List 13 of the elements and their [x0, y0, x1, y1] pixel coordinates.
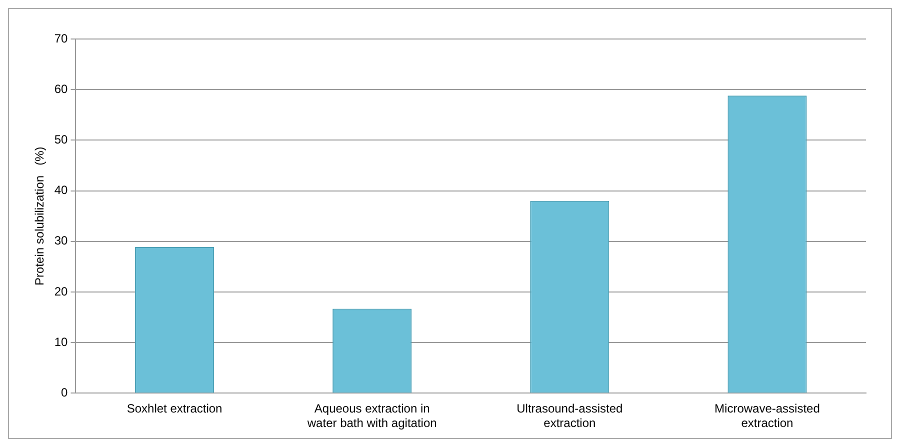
- x-tick-label: Ultrasound-assisted extraction: [516, 402, 623, 430]
- y-tick-label: 30: [54, 234, 68, 248]
- y-tick-label: 20: [54, 284, 68, 298]
- y-tick-label: 70: [54, 31, 68, 46]
- y-axis-title: Protein solubilization (%): [32, 146, 47, 286]
- x-tick-label: Aqueous extraction in water bath with agitation: [306, 402, 437, 430]
- x-tick-label: Soxhlet extraction: [126, 402, 222, 416]
- y-tick-label: 60: [54, 82, 68, 96]
- y-tick-label: 50: [54, 132, 68, 147]
- y-tick-label: 0: [61, 386, 68, 400]
- y-tick-label: 10: [54, 334, 68, 349]
- y-tick-label: 40: [54, 183, 68, 198]
- x-tick-label: Microwave-assisted extraction: [714, 402, 820, 430]
